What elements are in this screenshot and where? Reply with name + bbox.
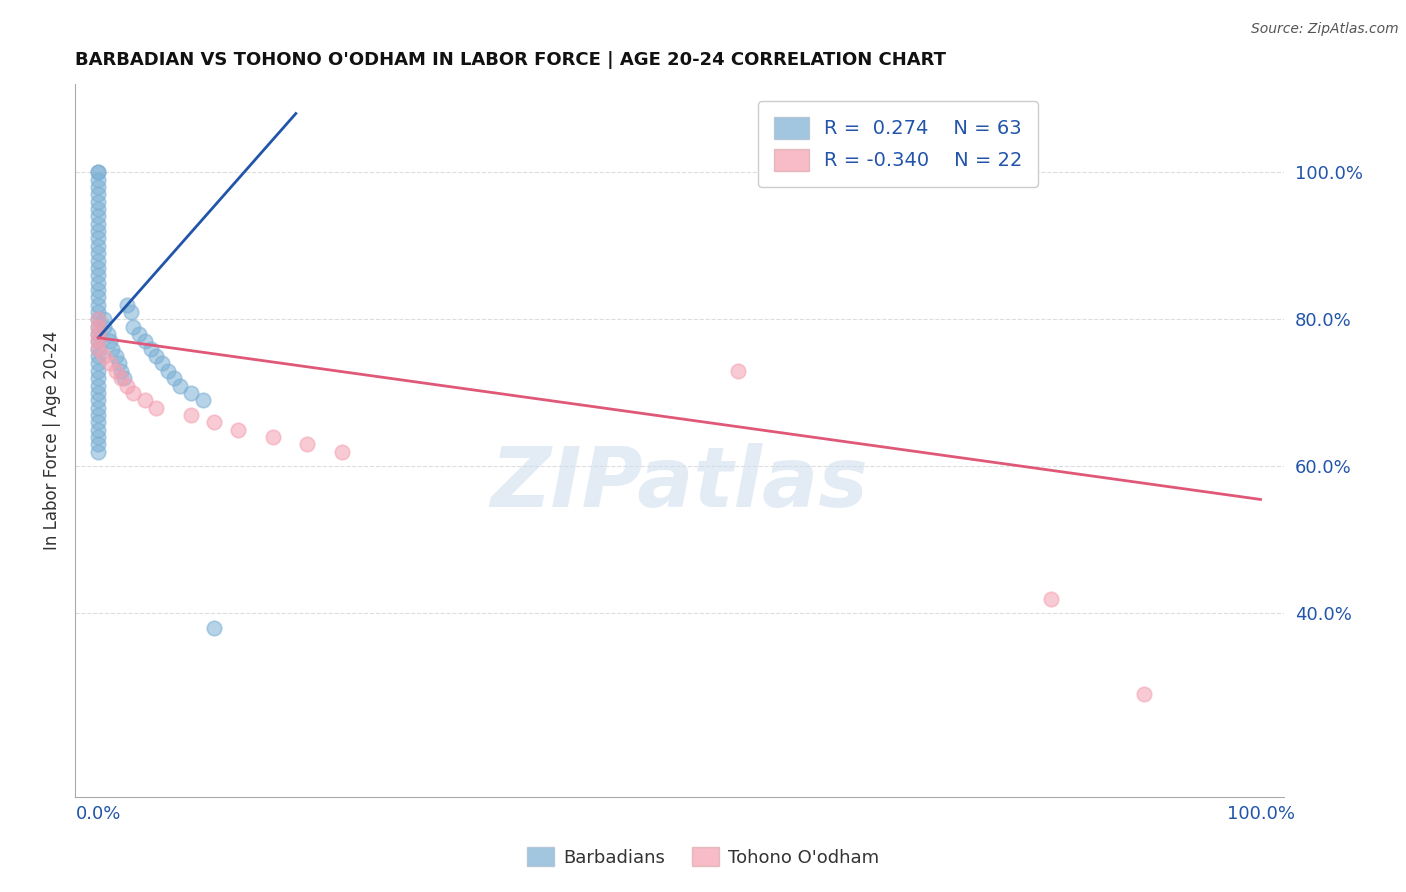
Point: [727, 364, 749, 378]
Point: [120, 305, 142, 319]
Point: [87, 371, 110, 385]
Point: [87, 276, 110, 290]
Point: [110, 364, 132, 378]
Point: [204, 621, 226, 635]
Point: [204, 415, 226, 429]
Point: [150, 356, 173, 370]
Point: [87, 260, 110, 275]
Point: [156, 364, 179, 378]
Point: [87, 268, 110, 283]
Point: [87, 165, 110, 179]
Point: [93, 312, 115, 326]
Point: [122, 385, 145, 400]
Point: [330, 444, 353, 458]
Point: [87, 319, 110, 334]
Point: [108, 356, 131, 370]
Y-axis label: In Labor Force | Age 20-24: In Labor Force | Age 20-24: [44, 331, 60, 550]
Point: [87, 210, 110, 224]
Point: [104, 349, 127, 363]
Point: [87, 423, 110, 437]
Point: [191, 393, 214, 408]
Point: [87, 224, 110, 238]
Point: [87, 239, 110, 253]
Point: [87, 430, 110, 444]
Point: [139, 342, 162, 356]
Point: [87, 165, 110, 179]
Point: [87, 334, 110, 349]
Point: [87, 283, 110, 297]
Point: [134, 334, 156, 349]
Point: [87, 180, 110, 194]
Point: [87, 356, 110, 370]
Point: [122, 319, 145, 334]
Point: [1040, 591, 1063, 606]
Text: ZIPatlas: ZIPatlas: [491, 443, 869, 524]
Legend: R =  0.274    N = 63, R = -0.340    N = 22: R = 0.274 N = 63, R = -0.340 N = 22: [758, 101, 1039, 186]
Point: [87, 231, 110, 245]
Point: [87, 298, 110, 312]
Point: [87, 217, 110, 231]
Point: [87, 378, 110, 392]
Point: [87, 444, 110, 458]
Point: [117, 378, 139, 392]
Point: [87, 385, 110, 400]
Point: [87, 312, 110, 326]
Point: [93, 319, 115, 334]
Point: [145, 349, 167, 363]
Point: [98, 356, 121, 370]
Legend: Barbadians, Tohono O'odham: Barbadians, Tohono O'odham: [520, 840, 886, 874]
Point: [110, 371, 132, 385]
Point: [101, 342, 124, 356]
Text: BARBADIAN VS TOHONO O'ODHAM IN LABOR FORCE | AGE 20-24 CORRELATION CHART: BARBADIAN VS TOHONO O'ODHAM IN LABOR FOR…: [75, 51, 946, 69]
Point: [1133, 687, 1156, 701]
Point: [180, 408, 202, 422]
Point: [134, 393, 156, 408]
Point: [180, 385, 202, 400]
Point: [87, 246, 110, 260]
Point: [87, 437, 110, 451]
Point: [98, 334, 121, 349]
Point: [169, 378, 191, 392]
Point: [87, 290, 110, 304]
Point: [262, 430, 284, 444]
Point: [87, 326, 110, 341]
Point: [87, 349, 110, 363]
Point: [128, 326, 150, 341]
Point: [87, 342, 110, 356]
Point: [87, 312, 110, 326]
Point: [87, 401, 110, 415]
Point: [87, 415, 110, 429]
Point: [145, 401, 167, 415]
Point: [163, 371, 186, 385]
Point: [87, 172, 110, 186]
Point: [87, 393, 110, 408]
Point: [87, 364, 110, 378]
Point: [87, 253, 110, 268]
Text: Source: ZipAtlas.com: Source: ZipAtlas.com: [1251, 22, 1399, 37]
Point: [87, 305, 110, 319]
Point: [87, 194, 110, 209]
Point: [117, 298, 139, 312]
Point: [87, 319, 110, 334]
Point: [87, 326, 110, 341]
Point: [87, 202, 110, 216]
Point: [297, 437, 319, 451]
Point: [104, 364, 127, 378]
Point: [87, 334, 110, 349]
Point: [96, 326, 118, 341]
Point: [87, 408, 110, 422]
Point: [112, 371, 135, 385]
Point: [87, 342, 110, 356]
Point: [87, 187, 110, 202]
Point: [226, 423, 249, 437]
Point: [93, 349, 115, 363]
